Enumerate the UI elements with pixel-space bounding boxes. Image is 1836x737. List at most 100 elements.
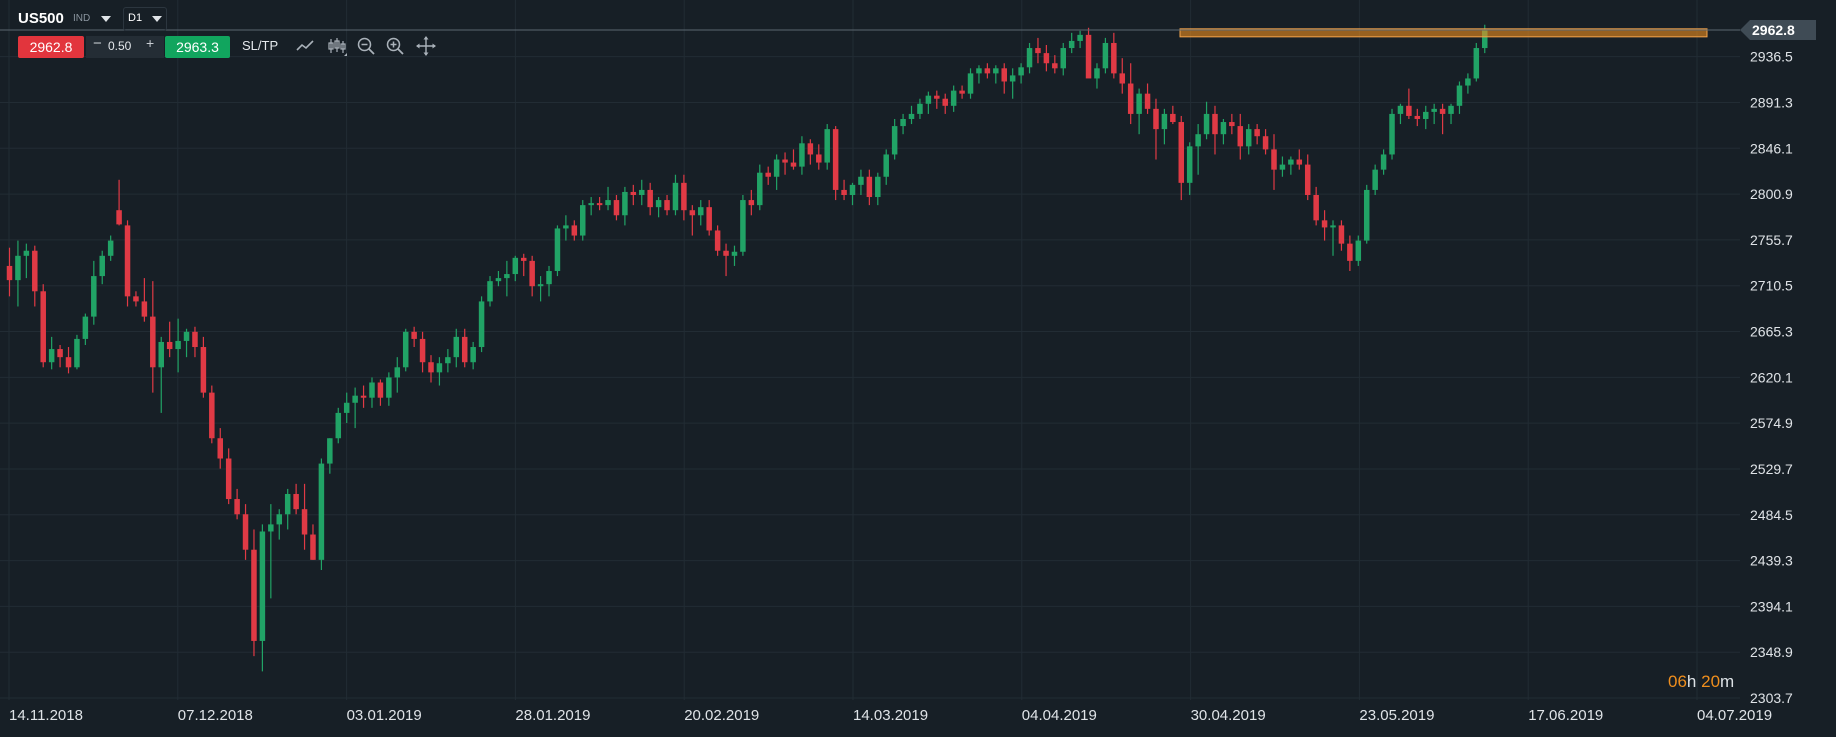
candle-body [1262, 136, 1269, 150]
candle [107, 235, 114, 261]
candle [875, 172, 881, 206]
volume-value[interactable]: 0.50 [108, 39, 132, 53]
candle-body [630, 191, 637, 195]
candle-body [1439, 108, 1446, 114]
candle [57, 344, 63, 368]
candle [166, 321, 173, 358]
candle [579, 200, 586, 241]
candle [1279, 156, 1286, 177]
crosshair-icon[interactable] [415, 35, 437, 57]
candle-body [343, 402, 350, 413]
volume-stepper [86, 36, 164, 58]
candle [436, 357, 443, 386]
candle-countdown-timer: 06h 20m [1668, 672, 1734, 692]
candle [630, 184, 637, 206]
timeframe-dropdown-icon[interactable] [152, 16, 162, 22]
candle [748, 189, 755, 216]
candle-body [1052, 63, 1058, 69]
candle [1009, 68, 1016, 99]
candle-body [183, 331, 190, 341]
candle [520, 253, 527, 277]
candle-body [217, 438, 223, 459]
candle [1313, 186, 1319, 226]
price-tag-shape [1740, 20, 1816, 40]
candle-body [1153, 108, 1159, 130]
candle-body [268, 524, 274, 532]
sell-button[interactable]: 2962.8 [18, 36, 84, 58]
candle [1296, 149, 1303, 170]
candle-body [782, 159, 788, 163]
candle [1321, 210, 1328, 241]
zoom-in-icon[interactable] [384, 35, 406, 57]
candle [1439, 103, 1446, 135]
candle [301, 483, 308, 550]
candle-body [537, 284, 544, 287]
candle [546, 265, 552, 297]
candle-body [765, 172, 771, 177]
resistance-zone[interactable] [1179, 28, 1708, 38]
candle-body [1313, 194, 1319, 221]
candle [200, 336, 207, 398]
candles-icon[interactable] [326, 35, 348, 57]
candle [891, 118, 898, 160]
sltp-button[interactable]: SL/TP [242, 38, 279, 53]
symbol-dropdown-icon[interactable] [101, 16, 111, 22]
candle [65, 347, 72, 374]
candle-body [369, 382, 375, 398]
candle [934, 90, 940, 109]
increase-button[interactable]: + [146, 35, 155, 51]
candle [453, 328, 460, 368]
candle [91, 260, 97, 325]
candle-body [723, 250, 729, 256]
candle [1094, 63, 1100, 89]
candle [622, 186, 628, 226]
candle [1186, 142, 1193, 195]
candle-body [706, 207, 712, 231]
candle [1077, 30, 1083, 49]
candle-body [411, 331, 417, 339]
candle [1414, 108, 1421, 127]
x-tick-label: 23.05.2019 [1359, 707, 1434, 724]
candle-body [461, 336, 468, 363]
candle-body [908, 113, 915, 119]
candle-body [1203, 113, 1210, 135]
line-chart-icon[interactable] [294, 35, 316, 57]
candle [116, 179, 122, 226]
candle-body [579, 205, 586, 236]
x-tick-label: 14.03.2019 [853, 707, 928, 724]
candle-body [1422, 111, 1429, 119]
y-tick-label: 2484.5 [1750, 507, 1793, 523]
candle [959, 85, 965, 99]
candle-body [124, 225, 131, 297]
candle [175, 318, 181, 373]
candle [596, 197, 603, 211]
candle [445, 349, 451, 373]
timeframe-selector[interactable] [123, 7, 167, 31]
candle-body [360, 395, 367, 398]
candle-body [276, 514, 283, 525]
candle-body [259, 531, 266, 641]
candle-body [1186, 146, 1193, 183]
y-tick-label: 2529.7 [1750, 461, 1793, 477]
candle [782, 152, 788, 175]
candle-body [1026, 48, 1033, 68]
symbol-name[interactable]: US500 [18, 10, 64, 27]
candle [1422, 105, 1429, 130]
candle [1347, 235, 1353, 272]
candle-body [478, 301, 485, 348]
candle [1473, 42, 1480, 82]
buy-button[interactable]: 2963.3 [165, 36, 230, 58]
y-tick-label: 2303.7 [1750, 690, 1793, 706]
candle-body [1060, 48, 1066, 69]
x-tick-label: 14.11.2018 [9, 707, 83, 724]
candle [1212, 105, 1218, 155]
candle [74, 334, 80, 370]
zoom-out-icon[interactable] [355, 35, 377, 57]
y-tick-label: 2710.5 [1750, 278, 1793, 294]
candle-body [1296, 159, 1303, 165]
decrease-button[interactable]: − [93, 35, 102, 52]
candle [1406, 88, 1412, 119]
candle-body [1279, 164, 1286, 170]
candle [335, 407, 342, 444]
